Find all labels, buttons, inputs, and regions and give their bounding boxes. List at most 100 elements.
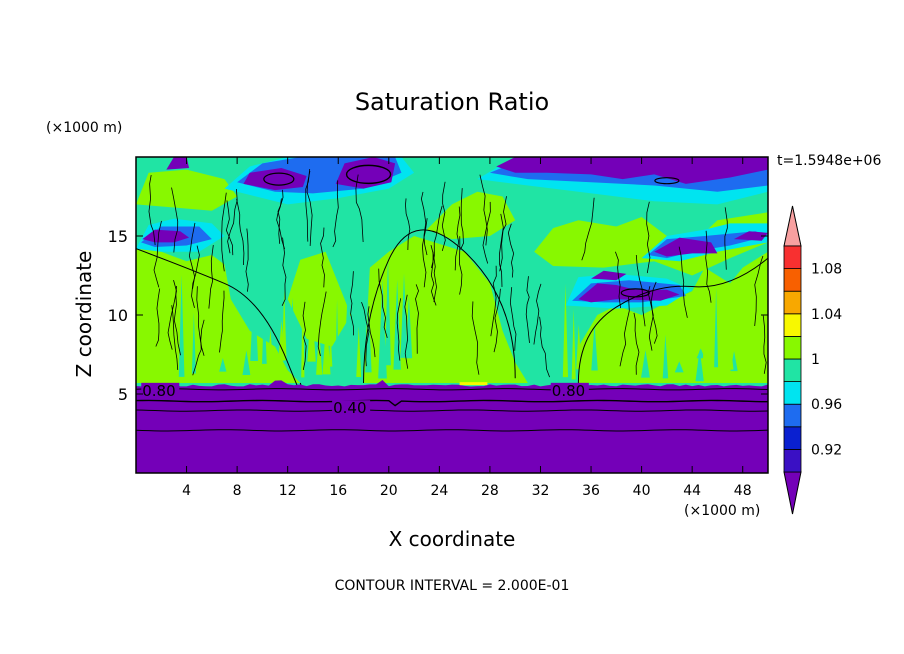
streak-texture <box>633 324 643 368</box>
contour-label: 0.80 <box>142 382 175 400</box>
contour-label-bg <box>332 400 371 417</box>
streak-texture <box>328 330 333 367</box>
contour-line <box>245 228 249 292</box>
contour-line <box>191 245 200 308</box>
colorbar-label: 1.08 <box>811 262 842 278</box>
x-tick-label: 44 <box>683 483 701 499</box>
x-tick-label: 16 <box>329 483 347 499</box>
streak-texture <box>356 326 362 377</box>
colorbar-swatch <box>783 381 802 405</box>
contour-line <box>460 188 464 250</box>
colorbar-label: 1.04 <box>811 307 842 323</box>
contour-label: 0.80 <box>552 382 585 400</box>
field-layer <box>136 157 768 473</box>
colorbar-swatch <box>783 358 802 383</box>
streak-texture <box>378 279 387 379</box>
contour-line <box>633 312 640 375</box>
contour-line <box>647 286 654 351</box>
streak-texture <box>178 274 185 377</box>
streak-texture <box>343 281 353 374</box>
contour-line <box>305 168 311 242</box>
streak-texture <box>351 313 355 373</box>
contour-line <box>225 200 234 256</box>
streak-texture <box>208 319 216 376</box>
streak-texture <box>605 324 609 362</box>
contour-line <box>539 316 550 378</box>
colorbar-label: 1 <box>811 352 820 368</box>
contour-line <box>355 174 364 243</box>
colorbar-swatch <box>783 268 802 292</box>
purple-region <box>166 157 190 170</box>
x-tick-label: 36 <box>582 483 600 499</box>
contour-line <box>507 223 515 278</box>
lower-contour-line <box>136 388 768 391</box>
contour-line <box>208 244 214 309</box>
streak-texture <box>250 277 259 361</box>
streak-texture <box>749 337 756 362</box>
colorbar-swatch <box>783 335 802 360</box>
colorbar-extend-top <box>783 205 802 247</box>
streak-texture <box>191 312 196 374</box>
y-axis-label: Z coordinate <box>72 250 96 378</box>
contour-line <box>533 283 542 345</box>
colorbar-swatch <box>783 403 802 428</box>
x-tick-label: 8 <box>233 483 242 499</box>
purple-region <box>591 270 627 281</box>
contour-line <box>754 255 764 327</box>
purple-region <box>496 157 768 184</box>
contour-line <box>148 175 156 246</box>
contour-line <box>431 205 443 269</box>
contour-line <box>219 290 225 353</box>
contour-line <box>196 286 205 356</box>
colorbar-extend-bottom <box>783 471 802 515</box>
colorbar-swatch <box>783 448 802 473</box>
contour-line <box>367 306 376 358</box>
streak-texture <box>591 323 598 371</box>
purple-region <box>733 231 768 241</box>
streak-texture <box>151 355 158 361</box>
y-tick-label: 15 <box>108 227 128 246</box>
streak-texture <box>555 292 565 375</box>
contour-line <box>493 288 501 353</box>
contour-line <box>577 257 768 383</box>
streak-texture <box>144 311 149 379</box>
streak-texture <box>571 308 576 380</box>
streak-texture <box>695 349 704 382</box>
contour-line <box>378 268 388 338</box>
contour-line <box>420 191 428 256</box>
chart-title: Saturation Ratio <box>354 88 550 116</box>
contour-interval-note: CONTOUR INTERVAL = 2.000E-01 <box>334 578 570 594</box>
contour-line <box>188 222 196 289</box>
streak-texture <box>214 302 220 379</box>
contour-line <box>277 189 284 244</box>
contour-line <box>479 174 488 246</box>
streak-texture <box>307 295 316 362</box>
contour-line <box>499 213 504 287</box>
purple-region <box>243 168 307 191</box>
streak-texture <box>549 359 554 373</box>
contour-label-bg <box>550 382 589 399</box>
contour-line <box>171 187 179 253</box>
contour-line <box>350 271 354 336</box>
contour-line <box>276 198 286 250</box>
x-axis-label: X coordinate <box>388 527 516 551</box>
lower-contour-line <box>136 409 768 412</box>
streak-texture <box>684 341 691 361</box>
streak-texture <box>762 300 768 376</box>
streak-texture <box>691 348 697 376</box>
streak-texture <box>242 350 251 375</box>
contour-line <box>227 189 238 254</box>
x-tick-label: 20 <box>380 483 398 499</box>
streak-texture <box>649 325 657 375</box>
streak-texture <box>662 334 669 379</box>
streak-texture <box>612 348 621 376</box>
colorbar-swatch <box>783 245 802 270</box>
lower-contour-line <box>136 429 768 432</box>
contour-line <box>615 251 622 309</box>
streak-texture <box>674 361 684 373</box>
streak-texture <box>385 256 391 366</box>
contour-line <box>155 288 161 347</box>
streak-texture <box>704 366 709 371</box>
contour-line <box>405 198 411 251</box>
